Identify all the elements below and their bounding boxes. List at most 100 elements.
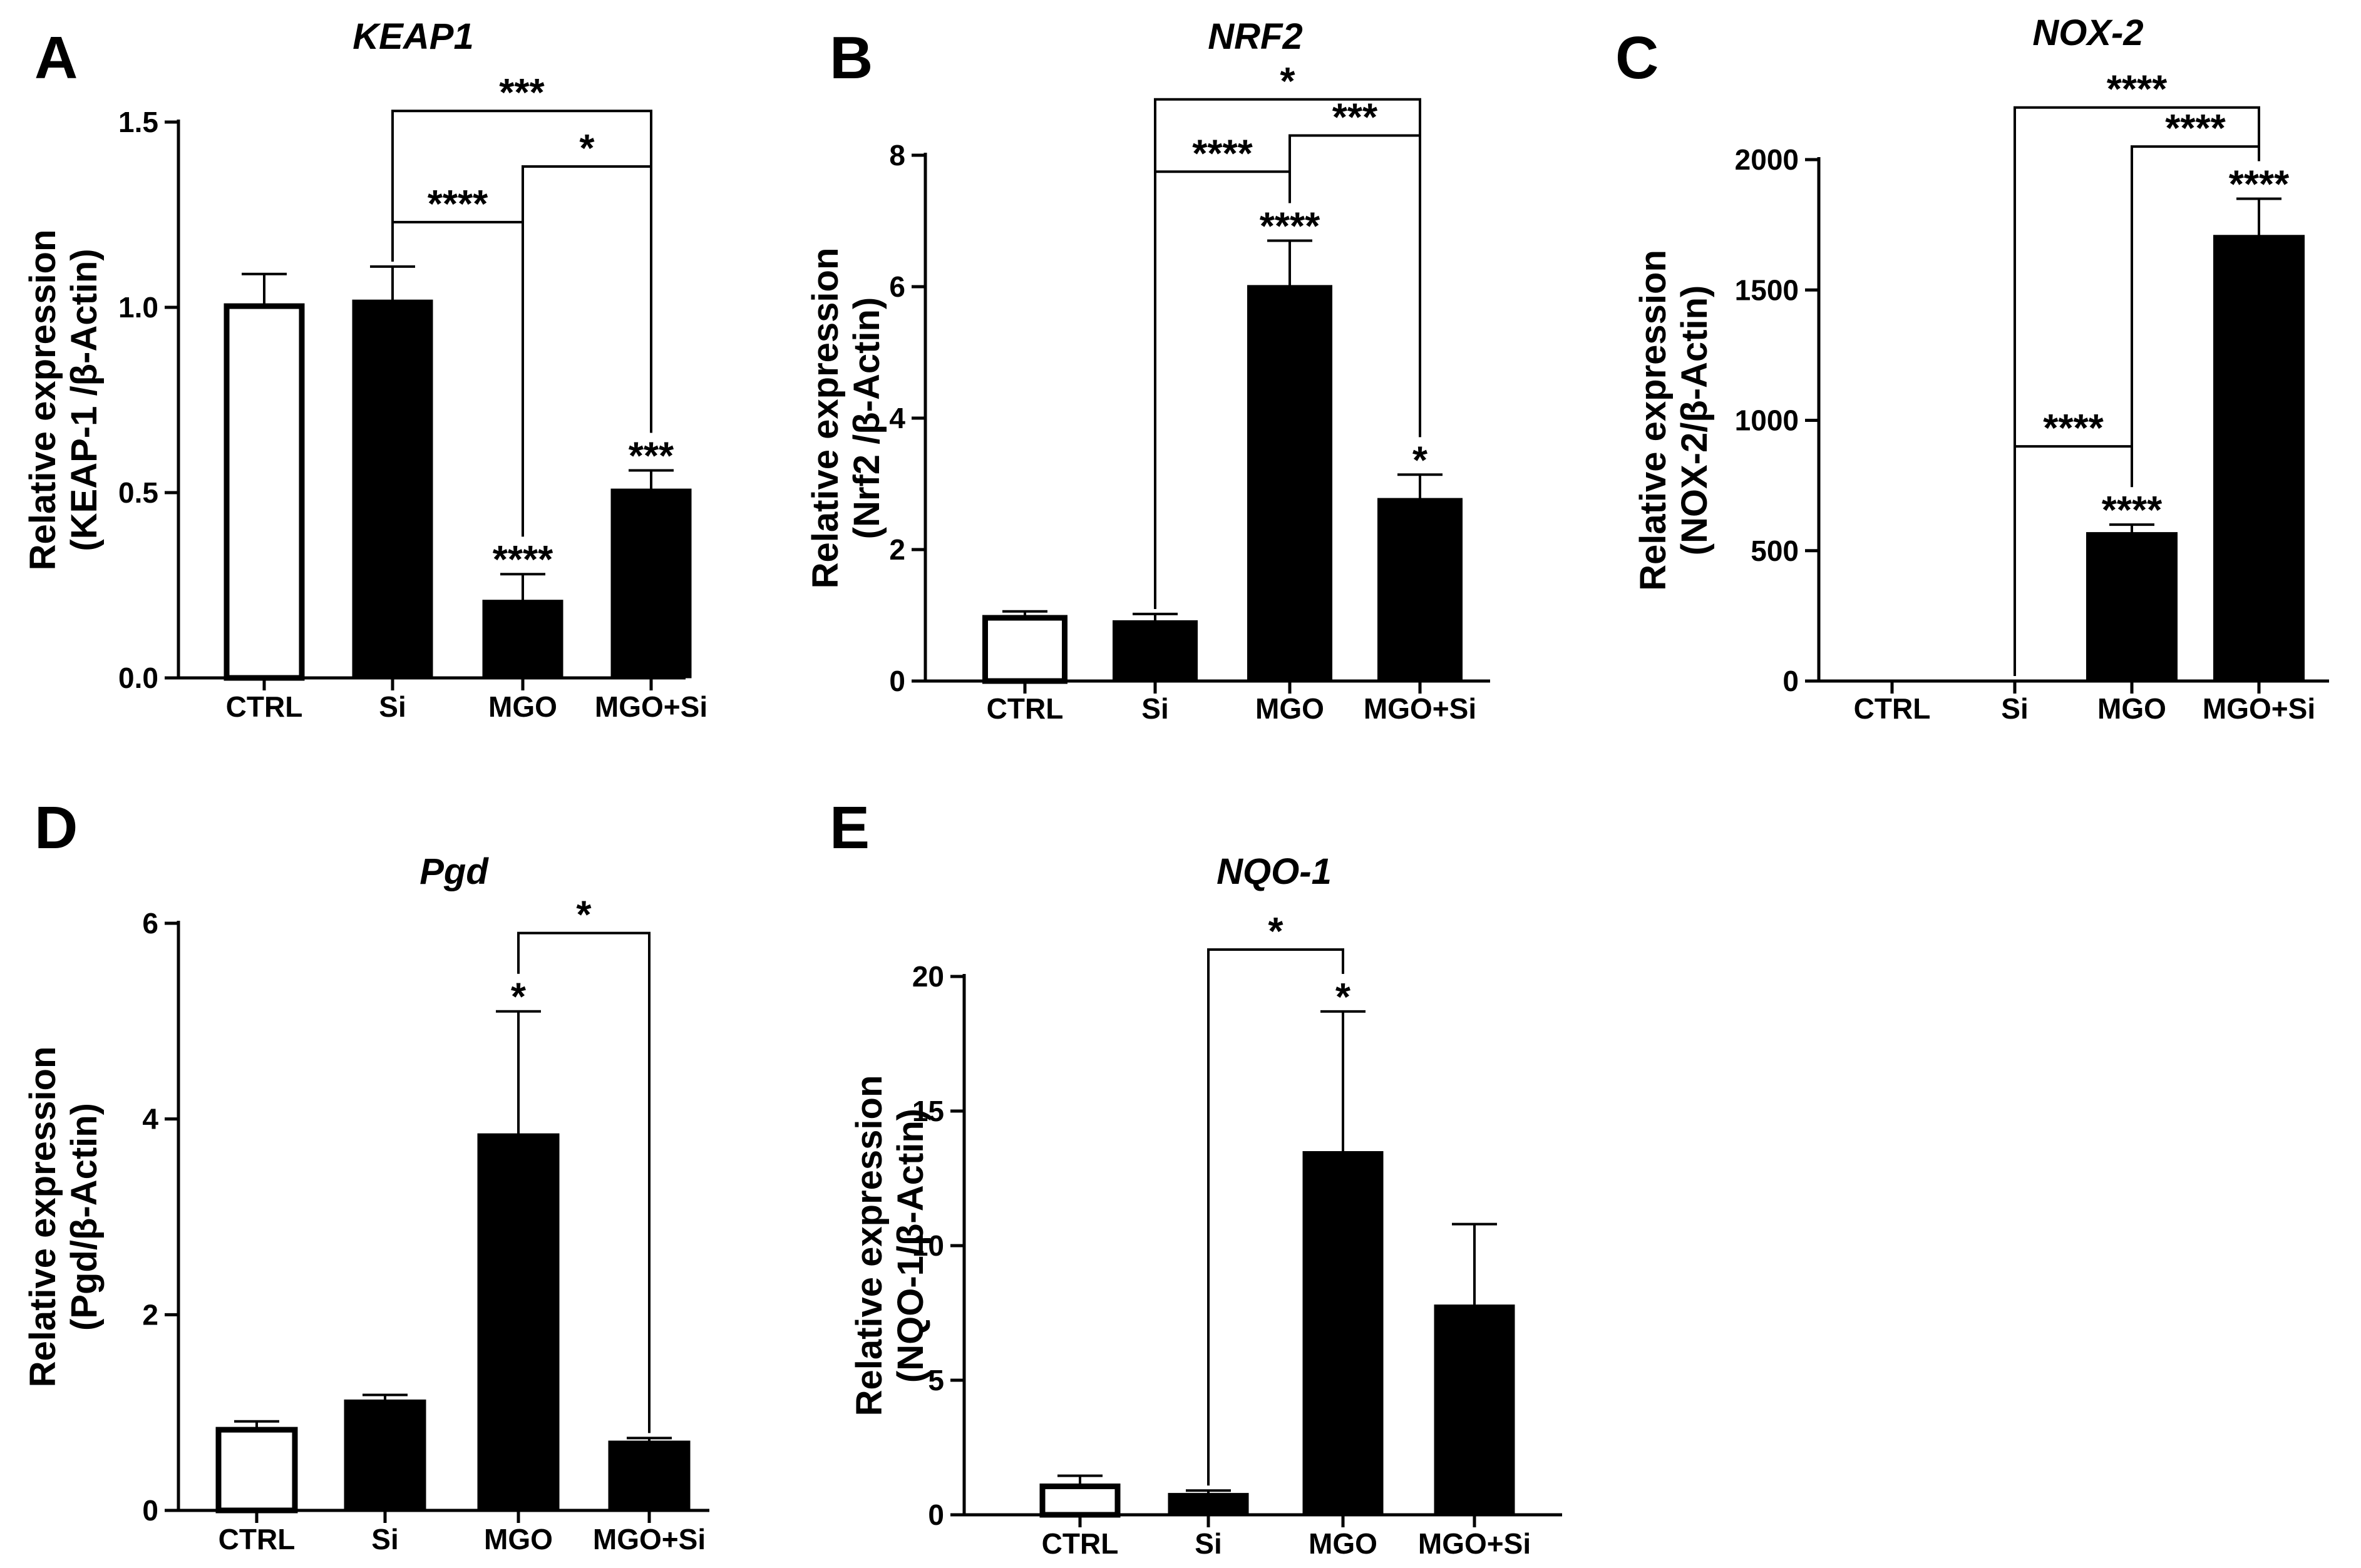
significance-star-e: * bbox=[1335, 976, 1351, 1019]
significance-star-b: * bbox=[1412, 439, 1428, 482]
category-label-c: MGO bbox=[2097, 692, 2166, 725]
y-axis-label-line2-e: (NQO-1/β-Actin) bbox=[890, 1109, 931, 1383]
comparison-bracket-c bbox=[2131, 145, 2260, 488]
y-tick-label-c: 1000 bbox=[1735, 404, 1799, 437]
category-label-c: Si bbox=[2001, 692, 2028, 725]
y-tick-label-e: 10 bbox=[912, 1229, 944, 1262]
significance-star-a: **** bbox=[493, 538, 553, 582]
y-axis-label-line2-b: (Nrf2 /β-Actin) bbox=[846, 297, 887, 540]
y-tick-label-a: 0.5 bbox=[118, 476, 158, 509]
panel-a: A KEAP1 Relative expression(KEAP-1 /β-Acti… bbox=[23, 16, 707, 723]
category-label-e: MGO bbox=[1309, 1527, 1377, 1560]
bar-e-si bbox=[1168, 1493, 1249, 1515]
bracket-label-c: **** bbox=[2107, 68, 2168, 111]
panel-letter-a: A bbox=[34, 24, 78, 91]
y-tick-label-a: 1.5 bbox=[118, 106, 158, 138]
significance-star-c: **** bbox=[2102, 489, 2163, 532]
bar-b-si bbox=[1113, 620, 1198, 682]
y-axis-label-a: Relative expression(KEAP-1 /β-Actin) bbox=[23, 230, 105, 571]
bar-e-ctrl bbox=[1039, 1483, 1121, 1518]
bracket-label-a: *** bbox=[499, 71, 545, 115]
bracket-label-b: **** bbox=[1192, 132, 1253, 175]
bar-b-mgo bbox=[1247, 285, 1332, 682]
panel-d: D Pgd Relative expression(Pgd/β-Actin) 0 2 4 6… bbox=[23, 794, 709, 1555]
bar-a-si bbox=[352, 299, 433, 679]
y-axis-label-d: Relative expression(Pgd/β-Actin) bbox=[23, 1047, 105, 1388]
bar-d-mgo bbox=[477, 1133, 560, 1511]
category-label-b: CTRL bbox=[987, 692, 1064, 725]
y-tick-label-c: 500 bbox=[1751, 535, 1799, 567]
bar-a-mgo bbox=[482, 600, 563, 679]
y-tick-label-d: 0 bbox=[142, 1494, 158, 1527]
bar-a-mgo-si bbox=[610, 488, 692, 679]
y-axis-label-line1-b: Relative expression bbox=[805, 248, 846, 589]
y-tick-label-a: 0.0 bbox=[118, 662, 158, 694]
category-label-a: MGO bbox=[488, 690, 557, 723]
comparison-bracket-d bbox=[517, 931, 651, 1433]
y-tick-label-b: 6 bbox=[889, 270, 905, 303]
y-axis-label-line2-c: (NOX-2/β-Actin) bbox=[1674, 285, 1715, 556]
y-axis-label-line1-e: Relative expression bbox=[849, 1075, 890, 1417]
comparison-bracket-a bbox=[391, 220, 524, 537]
bar-a-ctrl bbox=[224, 303, 305, 681]
panel-e: E NQO-1 Relative expression(NQO-1/β-Actin)… bbox=[830, 794, 1562, 1560]
chart-title-a: KEAP1 bbox=[352, 16, 473, 57]
significance-star-b: **** bbox=[1260, 205, 1320, 249]
panel-letter-d: D bbox=[34, 794, 78, 861]
bar-e-mgo bbox=[1302, 1151, 1384, 1515]
panel-letter-e: E bbox=[830, 794, 870, 861]
significance-star-c: **** bbox=[2229, 163, 2290, 206]
y-tick-label-a: 1.0 bbox=[118, 291, 158, 324]
bracket-label-a: **** bbox=[428, 183, 488, 226]
chart-title-e: NQO-1 bbox=[1217, 851, 1332, 892]
bar-e-mgo-si bbox=[1434, 1304, 1515, 1515]
category-label-d: CTRL bbox=[219, 1523, 296, 1555]
bar-c-mgo-si bbox=[2213, 235, 2305, 682]
y-axis-label-line2-a: (KEAP-1 /β-Actin) bbox=[64, 249, 105, 551]
category-label-c: CTRL bbox=[1854, 692, 1931, 725]
y-tick-label-e: 0 bbox=[928, 1499, 944, 1531]
bar-d-mgo-si bbox=[608, 1440, 691, 1511]
chart-title-b: NRF2 bbox=[1208, 16, 1302, 57]
y-axis-label-line1-a: Relative expression bbox=[23, 230, 63, 571]
bar-d-ctrl bbox=[215, 1427, 298, 1514]
y-axis-label-e: Relative expression(NQO-1/β-Actin) bbox=[849, 1075, 931, 1417]
y-tick-label-d: 4 bbox=[142, 1103, 158, 1135]
panel-letter-c: C bbox=[1615, 24, 1659, 91]
y-tick-label-c: 2000 bbox=[1735, 143, 1799, 176]
bracket-label-c: **** bbox=[2165, 107, 2226, 150]
y-tick-label-e: 5 bbox=[928, 1364, 944, 1396]
bracket-label-c: **** bbox=[2043, 407, 2104, 450]
category-label-d: MGO+Si bbox=[593, 1523, 706, 1555]
bar-b-mgo-si bbox=[1377, 498, 1463, 682]
category-label-d: Si bbox=[371, 1523, 398, 1555]
category-label-c: MGO+Si bbox=[2203, 692, 2315, 725]
bar-d-si bbox=[344, 1399, 426, 1511]
y-tick-label-b: 8 bbox=[889, 139, 905, 172]
bar-b-ctrl bbox=[982, 615, 1067, 684]
comparison-bracket-e bbox=[1207, 948, 1344, 1486]
category-label-a: MGO+Si bbox=[595, 690, 707, 723]
y-tick-label-e: 15 bbox=[912, 1095, 944, 1127]
y-axis-label-line1-c: Relative expression bbox=[1633, 250, 1674, 591]
chart-title-c: NOX-2 bbox=[2032, 13, 2143, 53]
significance-star-a: *** bbox=[629, 434, 674, 478]
y-tick-label-b: 2 bbox=[889, 533, 905, 566]
category-label-b: MGO bbox=[1255, 692, 1324, 725]
comparison-bracket-b bbox=[1289, 134, 1421, 438]
comparison-bracket-c bbox=[2014, 445, 2133, 676]
category-label-e: Si bbox=[1195, 1527, 1222, 1560]
y-tick-label-c: 0 bbox=[1782, 665, 1799, 697]
y-axis-label-line1-d: Relative expression bbox=[23, 1047, 63, 1388]
y-axis-label-b: Relative expression(Nrf2 /β-Actin) bbox=[805, 248, 887, 589]
category-label-a: Si bbox=[379, 690, 406, 723]
category-label-b: Si bbox=[1141, 692, 1168, 725]
y-tick-label-b: 0 bbox=[889, 665, 905, 697]
bar-c-mgo bbox=[2086, 532, 2178, 682]
bracket-label-b: * bbox=[1280, 60, 1295, 103]
bracket-label-d: * bbox=[576, 894, 592, 937]
panel-letter-b: B bbox=[830, 24, 873, 91]
y-tick-label-b: 4 bbox=[889, 402, 905, 434]
y-tick-label-c: 1500 bbox=[1735, 274, 1799, 306]
